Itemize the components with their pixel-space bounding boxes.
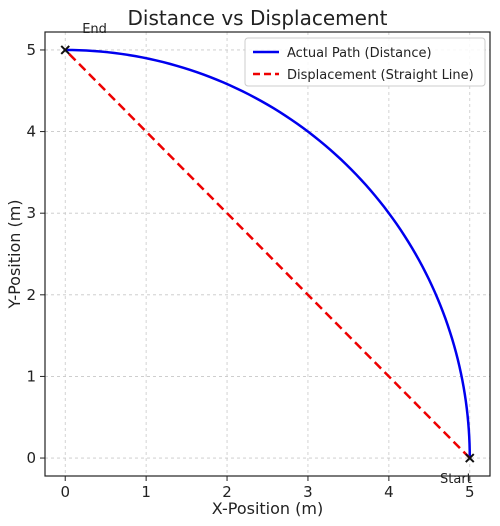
- plot-frame: [44, 31, 491, 477]
- tick-layer: 0 1 2 3 4 5 0 1 2 3 4 5: [26, 41, 474, 501]
- y-tick-label: 3: [26, 204, 36, 222]
- displacement-line: [64, 49, 471, 459]
- end-label: End: [82, 22, 107, 37]
- legend-entry-label: Displacement (Straight Line): [287, 68, 474, 83]
- x-axis-label: X-Position (m): [212, 499, 323, 518]
- start-marker-icon: [465, 453, 475, 463]
- x-tick-label: 5: [465, 483, 475, 501]
- y-tick-label: 4: [26, 123, 36, 141]
- series-layer: [64, 48, 472, 459]
- y-tick-label: 0: [26, 449, 36, 467]
- y-tick-label: 2: [26, 286, 36, 304]
- grid: [45, 32, 490, 476]
- y-axis-label: Y-Position (m): [5, 199, 24, 309]
- legend-entry-label: Actual Path (Distance): [287, 46, 432, 61]
- legend: Actual Path (Distance) Displacement (Stra…: [244, 37, 486, 87]
- chart-title: Distance vs Displacement: [128, 6, 388, 30]
- end-marker-icon: [60, 45, 70, 55]
- x-tick-label: 3: [303, 483, 313, 501]
- actual-path-line: [65, 48, 472, 459]
- x-tick-label: 0: [60, 483, 70, 501]
- y-tick-label: 5: [26, 41, 36, 59]
- x-tick-label: 2: [222, 483, 232, 501]
- x-tick-label: 4: [384, 483, 394, 501]
- legend-box: [244, 37, 486, 87]
- x-tick-label: 1: [141, 483, 151, 501]
- y-tick-label: 1: [26, 367, 36, 385]
